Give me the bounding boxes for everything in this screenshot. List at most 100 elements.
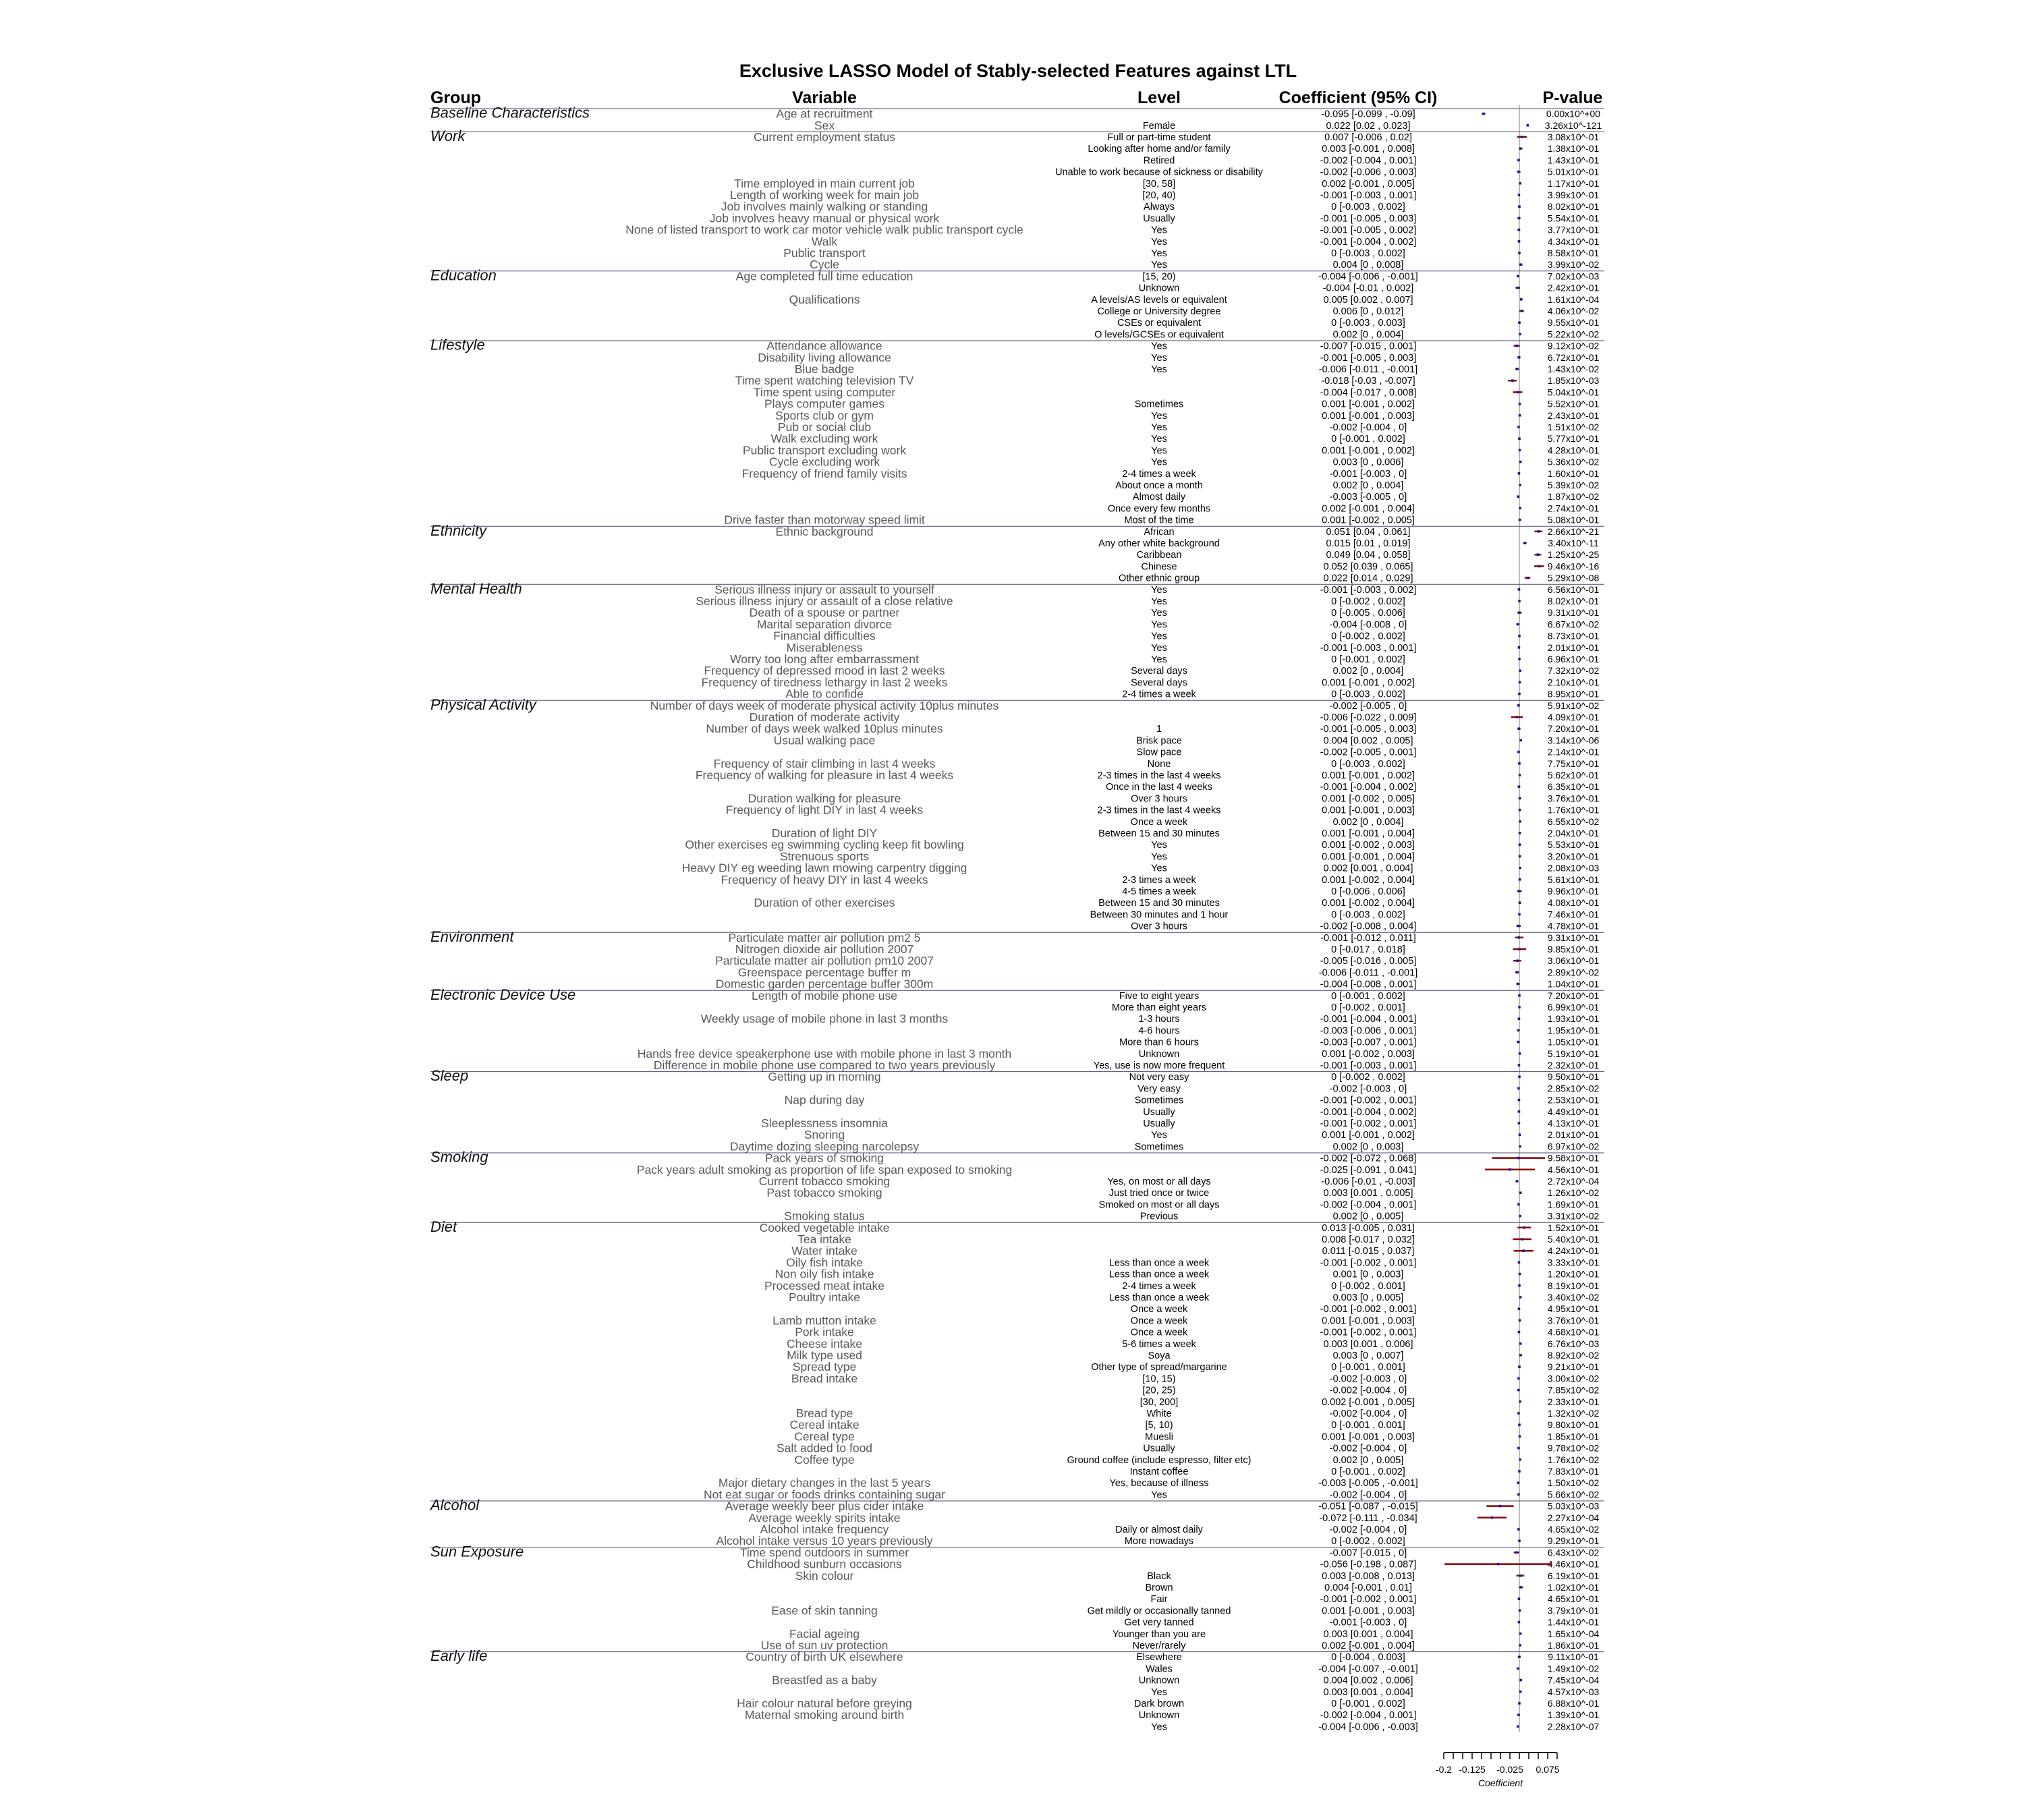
variable-label: Frequency of depressed mood in last 2 we… [704,664,945,677]
variable-label: Pub or social club [778,420,871,434]
p-value-label: 3.08x10^-01 [1548,132,1600,142]
p-value-label: 3.20x10^-01 [1548,851,1600,861]
p-value-label: 3.14x10^-06 [1548,735,1600,745]
coefficient-ci-label: 0.001 [-0.001 , 0.002] [1322,770,1415,781]
level-label: Yes [1151,619,1167,630]
variable-label: Able to confide [785,687,864,701]
point-estimate [1518,1365,1521,1368]
point-estimate [1520,310,1523,312]
group-label: Lifestyle [430,337,485,353]
p-value-label: 5.22x10^-02 [1548,329,1600,339]
point-estimate [1511,379,1514,382]
p-value-label: 6.67x10^-02 [1548,619,1600,629]
level-label: College or University degree [1098,306,1221,317]
coefficient-ci-label: 0.001 [0 , 0.003] [1333,1270,1404,1280]
variable-label: Sex [814,119,835,132]
point-estimate [1518,321,1521,324]
chart-title: Exclusive LASSO Model of Stably-selected… [739,61,1297,81]
variable-label: Pack years of smoking [765,1151,884,1165]
coefficient-ci-label: -0.002 [-0.003 , 0] [1330,1373,1407,1384]
variable-label: Length of working week for main job [730,188,919,202]
level-label: Yes [1151,1489,1167,1500]
coefficient-ci-label: -0.001 [-0.005 , 0.003] [1320,353,1417,364]
group-label: Early life [430,1647,487,1664]
p-value-label: 5.61x10^-01 [1548,874,1600,885]
p-value-label: 3.79x10^-01 [1548,1605,1600,1616]
group-label: Baseline Characteristics [430,105,590,121]
p-value-label: 4.08x10^-01 [1548,897,1600,908]
p-value-label: 1.17x10^-01 [1548,178,1600,189]
p-value-label: 1.87x10^-02 [1548,491,1600,502]
variable-label: Cycle excluding work [769,455,880,469]
level-label: 2-3 times a week [1122,875,1196,886]
coefficient-ci-label: -0.001 [-0.005 , 0.003] [1320,213,1417,224]
point-estimate [1538,565,1540,568]
coefficient-ci-label: 0.004 [0 , 0.008] [1333,260,1404,271]
p-value-label: 9.11x10^-01 [1548,1651,1599,1662]
level-label: Very easy [1137,1083,1181,1094]
variable-label: Getting up in morning [768,1070,880,1083]
level-label: Get mildly or occasionally tanned [1088,1605,1231,1616]
coefficient-ci-label: 0.001 [-0.001 , 0.003] [1322,411,1415,422]
p-value-label: 4.68x10^-01 [1548,1327,1600,1338]
point-estimate [1519,1191,1522,1194]
coefficient-ci-label: 0.002 [0 , 0.004] [1333,817,1404,828]
level-label: Sometimes [1135,1141,1184,1152]
point-estimate [1518,611,1521,614]
coefficient-ci-label: -0.004 [-0.008 , 0] [1330,619,1407,630]
level-label: Fair [1151,1594,1168,1605]
level-label: Yes [1151,434,1167,445]
variable-label: Poultry intake [789,1290,860,1304]
variable-label: Job involves heavy manual or physical wo… [710,211,940,225]
variable-label: Number of days week of moderate physical… [650,699,999,712]
level-label: Previous [1140,1212,1178,1222]
variable-label: Country of birth UK elsewhere [746,1650,903,1663]
point-estimate [1515,344,1518,347]
p-value-label: 4.57x10^-03 [1548,1686,1600,1697]
coefficient-ci-label: -0.001 [-0.004 , 0.001] [1320,1014,1417,1025]
level-label: Yes [1151,225,1167,236]
coefficient-ci-label: 0.001 [-0.001 , 0.004] [1322,828,1415,839]
p-value-label: 5.39x10^-02 [1548,480,1600,490]
level-label: 2-3 times in the last 4 weeks [1098,770,1221,781]
coefficient-ci-label: -0.051 [-0.087 , -0.015] [1318,1502,1418,1512]
coefficient-ci-label: -0.004 [-0.01 , 0.002] [1323,283,1414,294]
point-estimate [1519,739,1523,742]
level-label: White [1146,1409,1171,1419]
x-tick-label: -0.2 [1436,1764,1452,1775]
point-estimate [1517,1040,1520,1044]
level-label: Yes [1151,341,1167,352]
point-estimate [1519,669,1521,672]
coefficient-ci-label: 0.001 [-0.001 , 0.002] [1322,445,1415,456]
coefficient-ci-label: -0.002 [-0.004 , 0] [1330,1409,1407,1419]
p-value-label: 4.65x10^-02 [1548,1524,1600,1535]
p-value-label: 7.85x10^-02 [1548,1385,1600,1396]
p-value-label: 9.21x10^-01 [1548,1361,1600,1372]
coefficient-ci-label: 0.004 [0.002 , 0.005] [1323,735,1413,746]
coefficient-ci-label: 0.003 [0 , 0.005] [1333,1292,1404,1303]
p-value-label: 1.65x10^-04 [1548,1628,1600,1639]
point-estimate [1523,1226,1526,1229]
x-axis-label: Coefficient [1478,1778,1523,1788]
point-estimate [1519,1586,1523,1589]
coefficient-ci-label: 0 [-0.002 , 0.002] [1331,631,1405,642]
point-estimate [1518,205,1521,208]
p-value-label: 2.72x10^-04 [1548,1176,1600,1187]
level-label: Caribbean [1137,550,1182,561]
p-value-label: 1.86x10^-01 [1548,1640,1600,1651]
level-label: Yes [1151,643,1167,654]
coefficient-ci-label: -0.056 [-0.198 , 0.087] [1320,1560,1417,1570]
point-estimate [1519,263,1523,266]
level-label: None [1148,759,1171,770]
point-estimate [1518,994,1521,997]
point-estimate [1519,182,1521,185]
level-label: Not very easy [1129,1072,1189,1083]
coefficient-ci-label: -0.003 [-0.007 , 0.001] [1320,1037,1417,1048]
level-label: 2-4 times a week [1122,469,1196,480]
variable-label: Time spent using computer [754,385,896,399]
coefficient-ci-label: -0.007 [-0.015 , 0.001] [1320,341,1417,352]
p-value-label: 3.40x10^-02 [1548,1292,1600,1303]
coefficient-ci-label: 0.001 [-0.002 , 0.003] [1322,840,1415,851]
point-estimate [1517,159,1520,162]
variable-label: Average weekly spirits intake [748,1511,900,1525]
